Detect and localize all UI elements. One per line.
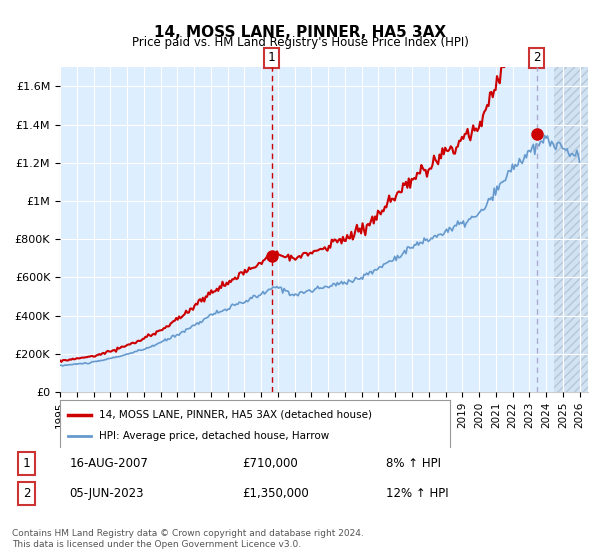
Text: 1: 1 bbox=[23, 457, 30, 470]
Text: 2: 2 bbox=[23, 487, 30, 500]
Text: £710,000: £710,000 bbox=[242, 457, 298, 470]
Text: Price paid vs. HM Land Registry's House Price Index (HPI): Price paid vs. HM Land Registry's House … bbox=[131, 36, 469, 49]
Text: 2: 2 bbox=[533, 52, 540, 64]
Text: 1: 1 bbox=[268, 52, 275, 64]
Text: 8% ↑ HPI: 8% ↑ HPI bbox=[386, 457, 442, 470]
Text: £1,350,000: £1,350,000 bbox=[242, 487, 309, 500]
Text: 05-JUN-2023: 05-JUN-2023 bbox=[70, 487, 144, 500]
Text: Contains HM Land Registry data © Crown copyright and database right 2024.
This d: Contains HM Land Registry data © Crown c… bbox=[12, 529, 364, 549]
Text: 14, MOSS LANE, PINNER, HA5 3AX: 14, MOSS LANE, PINNER, HA5 3AX bbox=[154, 25, 446, 40]
Text: HPI: Average price, detached house, Harrow: HPI: Average price, detached house, Harr… bbox=[99, 431, 329, 441]
Text: 14, MOSS LANE, PINNER, HA5 3AX (detached house): 14, MOSS LANE, PINNER, HA5 3AX (detached… bbox=[99, 409, 372, 419]
Text: 12% ↑ HPI: 12% ↑ HPI bbox=[386, 487, 449, 500]
Text: 16-AUG-2007: 16-AUG-2007 bbox=[70, 457, 148, 470]
